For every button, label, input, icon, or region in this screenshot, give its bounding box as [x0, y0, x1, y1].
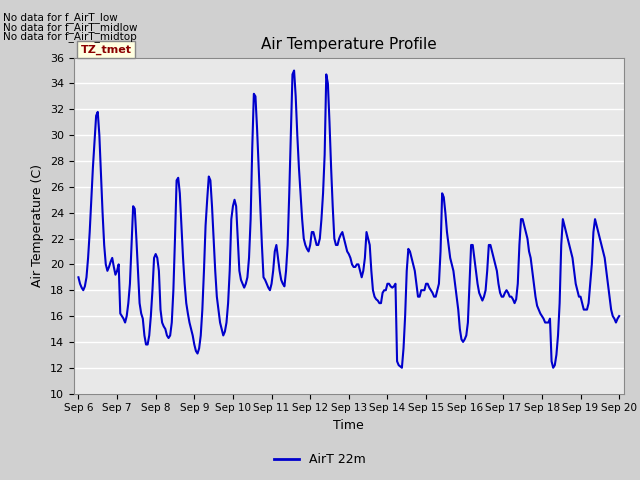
Text: No data for f_AirT_midtop: No data for f_AirT_midtop [3, 31, 137, 42]
Text: No data for f_AirT_midlow: No data for f_AirT_midlow [3, 22, 138, 33]
Legend: AirT 22m: AirT 22m [269, 448, 371, 471]
Text: TZ_tmet: TZ_tmet [81, 45, 132, 55]
Text: No data for f_AirT_low: No data for f_AirT_low [3, 12, 118, 23]
X-axis label: Time: Time [333, 419, 364, 432]
Title: Air Temperature Profile: Air Temperature Profile [261, 37, 436, 52]
Y-axis label: Air Temperature (C): Air Temperature (C) [31, 164, 44, 287]
